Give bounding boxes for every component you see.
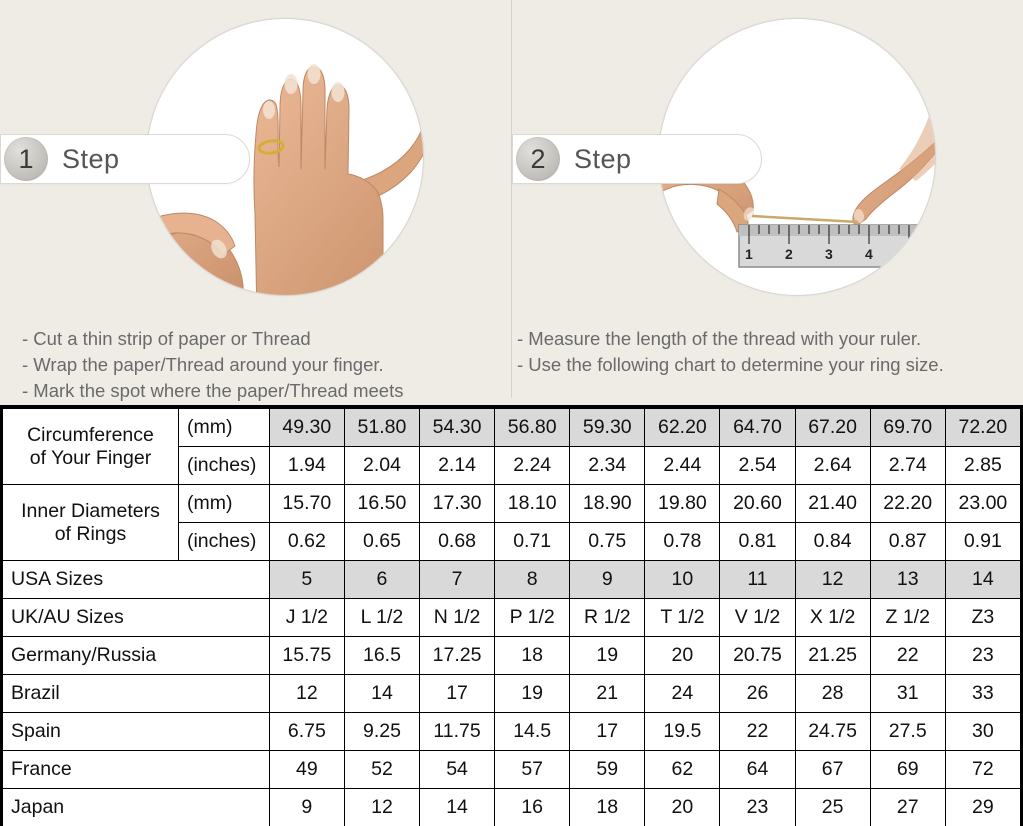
svg-text:3: 3	[825, 246, 833, 262]
svg-text:2: 2	[785, 246, 793, 262]
svg-text:5: 5	[905, 246, 913, 262]
svg-text:4: 4	[865, 246, 873, 262]
svg-text:1: 1	[745, 246, 753, 262]
